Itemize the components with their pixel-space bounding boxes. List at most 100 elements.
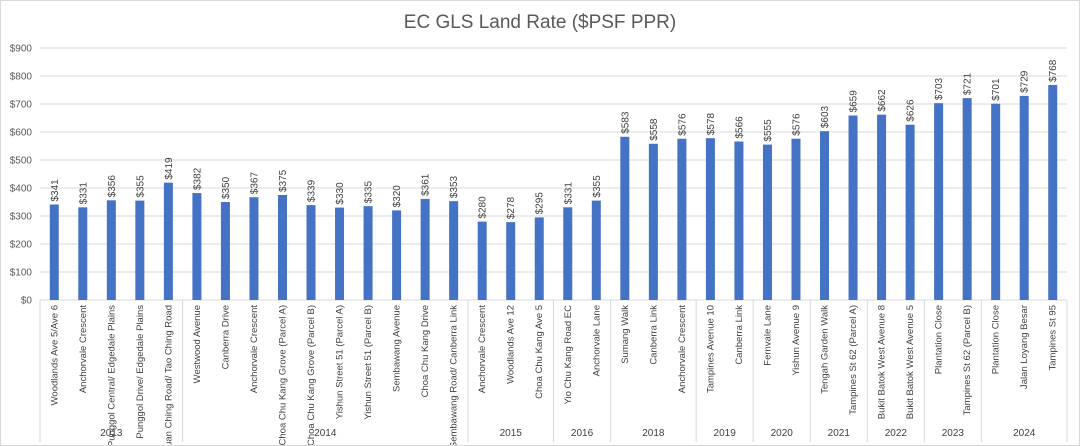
data-label: $339	[307, 179, 318, 202]
year-label: 2013	[100, 428, 123, 439]
data-label: $320	[392, 185, 403, 208]
bar	[135, 200, 145, 300]
bar	[705, 138, 715, 300]
y-tick-label: $0	[21, 296, 33, 307]
category-label: Anchorvale Crescent	[78, 305, 89, 394]
bar	[820, 131, 830, 300]
data-label: $576	[791, 113, 802, 136]
category-label: Plantation Close	[934, 305, 945, 374]
data-label: $768	[1048, 59, 1059, 82]
year-label: 2018	[642, 428, 665, 439]
data-label: $356	[107, 175, 118, 198]
y-tick-label: $900	[10, 44, 33, 55]
y-tick-label: $200	[10, 240, 33, 251]
data-label: $331	[563, 182, 574, 205]
category-label: Choa Chu Kang Grove (Parcel B)	[306, 305, 317, 445]
category-label: Jalan Loyang Besar	[1019, 305, 1030, 389]
y-tick-label: $600	[10, 128, 33, 139]
data-label: $701	[991, 78, 1002, 101]
category-label: Anchorvale Crescent	[249, 305, 260, 394]
category-label: Yio Chu Kang Road EC	[563, 305, 574, 405]
category-label: Sembawang Road/ Canberra Link	[449, 305, 460, 445]
bar	[677, 138, 687, 300]
bar	[106, 200, 116, 300]
year-label: 2023	[942, 428, 965, 439]
category-label: Westwood Avenue	[192, 305, 203, 383]
category-label: Tengah Garden Walk	[820, 305, 831, 394]
bar	[905, 124, 915, 300]
data-label: $331	[78, 182, 89, 205]
bar	[220, 202, 230, 300]
bar	[934, 103, 944, 300]
bar	[534, 217, 544, 300]
year-label: 2015	[500, 428, 523, 439]
bar	[477, 221, 487, 300]
data-label: $353	[449, 175, 460, 198]
data-label: $662	[877, 89, 888, 112]
data-label: $555	[763, 119, 774, 142]
category-label: Tampines St 62 (Parcel B)	[962, 305, 973, 415]
data-label: $355	[592, 175, 603, 198]
data-label: $367	[249, 172, 260, 195]
category-label: Tampines St 62 (Parcel A)	[848, 305, 859, 415]
data-label: $278	[506, 196, 517, 219]
x-axis: Woodlands Ave 5/Ave 6 Anchorvale Crescent…	[39, 300, 1068, 445]
data-label: $335	[364, 181, 375, 204]
category-label: Tampines Avenue 10	[705, 305, 716, 393]
bar	[420, 198, 430, 300]
bar	[762, 144, 772, 300]
data-label: $382	[192, 167, 203, 190]
chart-title: EC GLS Land Rate ($PSF PPR)	[404, 12, 676, 33]
y-tick-label: $800	[10, 72, 33, 83]
category-label: Canberra Drive	[220, 305, 231, 369]
category-label: Fernvale Lane	[762, 305, 773, 366]
data-labels: $341 $331 $356 $355 $419 $382 $350 $367 $375 $339…	[50, 59, 1059, 219]
data-label: $729	[1020, 70, 1031, 93]
category-label: Canberra Link	[734, 305, 745, 365]
year-label: 2021	[828, 428, 851, 439]
category-label: Tampines St 95	[1048, 305, 1059, 370]
bar	[277, 195, 287, 300]
bar	[506, 222, 516, 300]
bar	[49, 204, 59, 300]
data-label: $341	[50, 179, 61, 202]
data-label: $330	[335, 182, 346, 205]
category-label: Choa Chu Kang Drive	[420, 305, 431, 397]
data-label: $583	[620, 111, 631, 134]
bar	[848, 115, 858, 300]
data-label: $659	[849, 90, 860, 113]
data-label: $566	[734, 116, 745, 139]
data-label: $355	[135, 175, 146, 198]
data-label: $578	[706, 112, 717, 135]
bar	[563, 207, 573, 300]
data-label: $375	[278, 169, 289, 192]
data-label: $576	[677, 113, 688, 136]
category-label: Woodlands Ave 12	[506, 305, 517, 384]
bar	[962, 98, 972, 301]
bar	[306, 205, 316, 300]
category-label: Punggol Central/ Edgedale Plains	[106, 305, 117, 445]
year-label: 2019	[714, 428, 737, 439]
bar	[734, 141, 744, 300]
bar	[991, 103, 1001, 300]
gridlines	[40, 47, 1067, 301]
bar	[163, 182, 173, 300]
data-label: $295	[535, 192, 546, 215]
data-label: $703	[934, 77, 945, 100]
category-label: Choa Chu Kang Grove (Parcel A)	[277, 305, 288, 445]
category-label: Canberra Link	[648, 305, 659, 365]
category-label: Yuan Ching Road/ Tao Ching Road	[163, 305, 174, 445]
bar	[449, 201, 459, 300]
y-axis: $0 $100 $200 $300 $400 $500 $600 $700 $800 $900	[10, 44, 33, 307]
year-label: 2016	[571, 428, 594, 439]
category-label: Yishun Street 51 (Parcel A)	[335, 305, 346, 419]
bar	[363, 206, 373, 300]
data-label: $419	[164, 157, 175, 180]
year-label: 2022	[885, 428, 908, 439]
year-label: 2020	[771, 428, 794, 439]
data-label: $350	[221, 176, 232, 199]
category-label: Bukit Batok West Avenue 5	[905, 305, 916, 419]
year-label: 2024	[1013, 428, 1036, 439]
